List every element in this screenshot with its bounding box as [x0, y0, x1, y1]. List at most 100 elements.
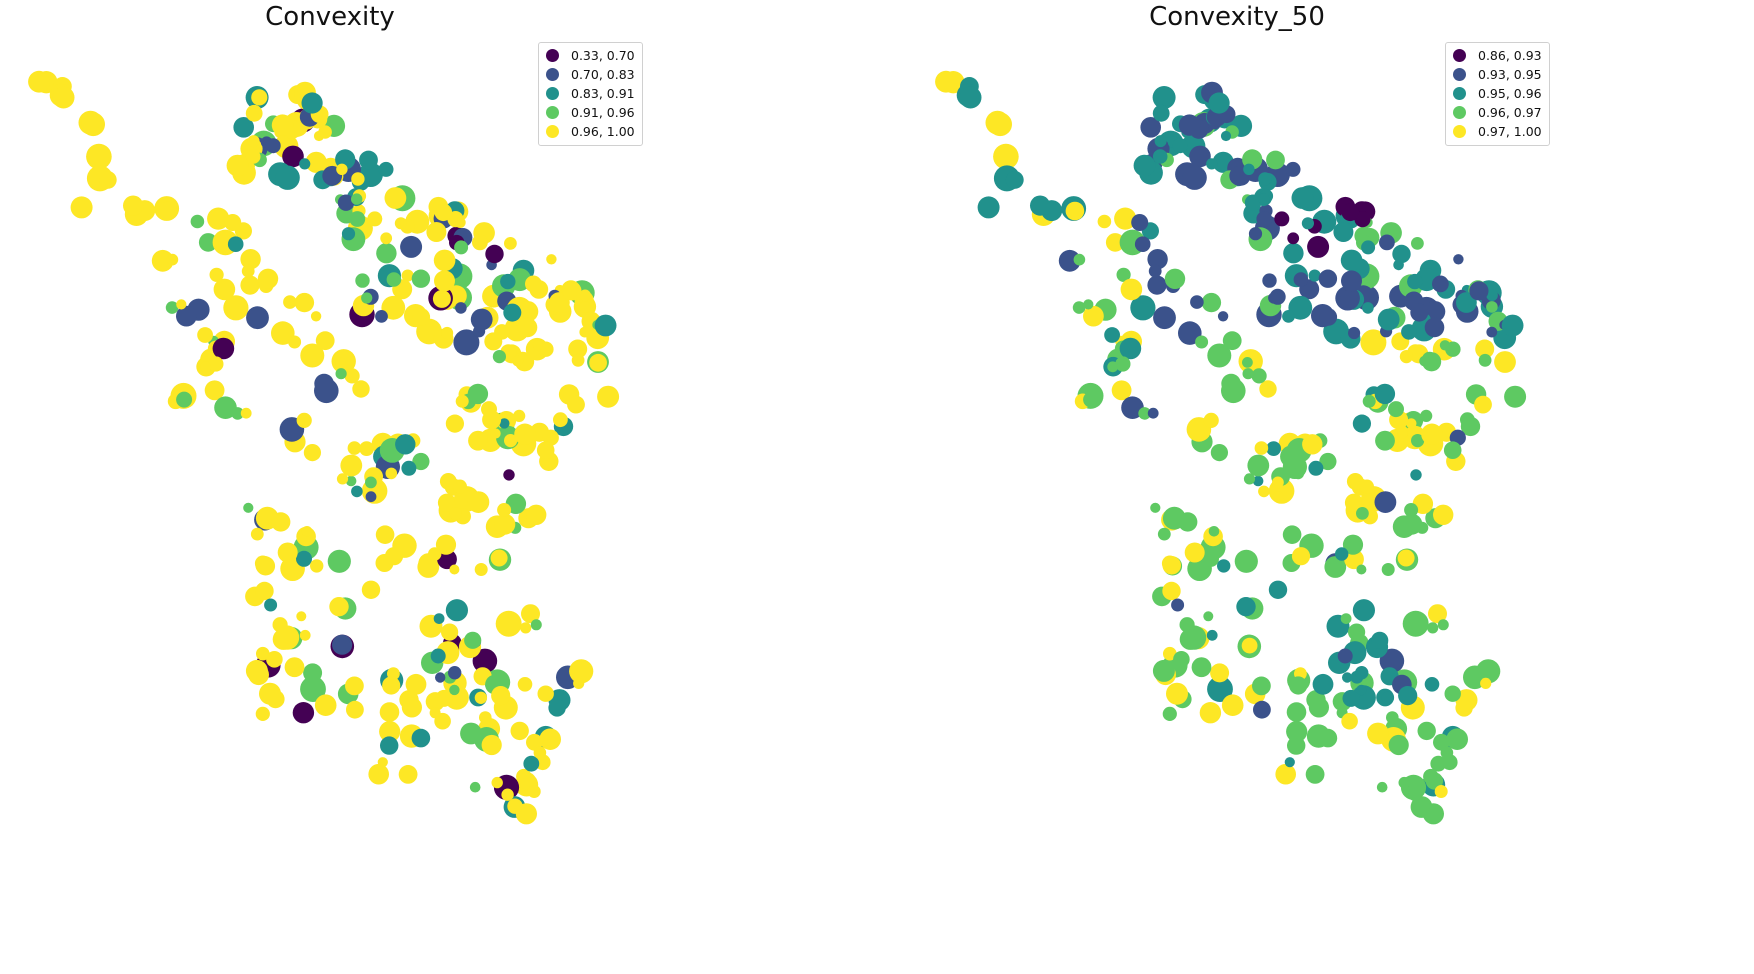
tessellation-cell [1251, 368, 1267, 384]
tessellation-cell [1360, 329, 1387, 356]
tessellation-cell [340, 454, 363, 477]
tessellation-cell [1356, 564, 1367, 575]
tessellation-cell [352, 380, 370, 398]
tessellation-cell [1207, 343, 1232, 368]
tessellation-cell [329, 597, 349, 617]
tessellation-cell [1243, 163, 1255, 175]
tessellation-cell [401, 269, 414, 282]
tessellation-cell [1342, 689, 1360, 707]
tessellation-cell [1282, 525, 1302, 544]
tessellation-cell [1410, 303, 1429, 322]
tessellation-cell [523, 755, 540, 772]
tessellation-cell [1486, 289, 1498, 302]
tessellation-cell [1119, 337, 1142, 360]
tessellation-cell [405, 673, 427, 695]
tessellation-cell [426, 222, 447, 242]
tessellation-cell [521, 604, 540, 624]
tessellation-cell [314, 378, 339, 404]
tessellation-cell [1254, 441, 1269, 455]
tessellation-cell [514, 423, 536, 445]
tessellation-cell [1283, 243, 1304, 264]
tessellation-cell [245, 659, 268, 682]
tessellation-cell [1439, 340, 1451, 351]
tessellation-cell [351, 193, 363, 205]
tessellation-cell [1248, 227, 1263, 241]
tessellation-cell [1392, 244, 1411, 264]
tessellation-cell [1397, 428, 1408, 439]
tessellation-cell [1268, 292, 1280, 304]
tessellation-cell [1247, 454, 1270, 477]
map-panel-convexity-50: Convexity_50 0.86, 0.93 0.93, 0.95 0.95,… [877, 0, 1754, 974]
legend-label: 0.33, 0.70 [571, 48, 635, 63]
tessellation-cell [526, 504, 547, 525]
tessellation-cell [1284, 757, 1295, 768]
tessellation-cell [379, 721, 401, 743]
tessellation-cell [1147, 275, 1167, 295]
tessellation-cell [548, 699, 566, 717]
tessellation-cell [1222, 331, 1242, 351]
tessellation-cell [255, 706, 270, 722]
tessellation-cell [1401, 513, 1423, 535]
tessellation-cell [499, 418, 510, 429]
tessellation-cell [1275, 763, 1296, 785]
tessellation-cell [485, 244, 504, 264]
tessellation-cell [1252, 475, 1264, 487]
tessellation-cell [1162, 556, 1181, 575]
tessellation-cell [255, 581, 274, 601]
tessellation-cell [1486, 326, 1498, 338]
tessellation-cell [1210, 444, 1228, 462]
tessellation-cell [1130, 295, 1156, 321]
tessellation-cell [1199, 702, 1222, 724]
tessellation-cell [532, 340, 544, 351]
tessellation-cell [197, 327, 214, 343]
tessellation-cell [176, 305, 197, 327]
tessellation-cell [349, 211, 366, 227]
legend-item: 0.86, 0.93 [1453, 46, 1542, 65]
tessellation-cell [1134, 236, 1151, 252]
tessellation-cell [1138, 407, 1151, 420]
tessellation-cell [1478, 353, 1492, 367]
tessellation-cell [282, 145, 304, 168]
tessellation-cell [204, 380, 225, 401]
tessellation-cell [1147, 407, 1159, 419]
tessellation-cell [501, 788, 514, 801]
tessellation-cell [313, 130, 325, 142]
tessellation-cell [1434, 785, 1448, 798]
tessellation-cell [428, 547, 442, 561]
tessellation-cell [1083, 299, 1094, 310]
tessellation-cell [378, 161, 394, 177]
tessellation-cell [1154, 135, 1167, 148]
tessellation-cell [240, 249, 261, 270]
tessellation-cell [1352, 599, 1375, 622]
legend-item: 0.95, 0.96 [1453, 84, 1542, 103]
tessellation-cell [1206, 158, 1218, 170]
tessellation-cell [401, 697, 422, 718]
tessellation-cell [376, 243, 397, 264]
tessellation-cell [365, 491, 377, 503]
tessellation-cell [123, 195, 144, 216]
tessellation-cell [445, 599, 468, 622]
tessellation-cell [1221, 694, 1244, 716]
tessellation-cell [1333, 222, 1354, 242]
tessellation-cell [190, 214, 205, 229]
tessellation-cell [1220, 130, 1232, 142]
tessellation-cell [1376, 781, 1388, 793]
tessellation-cell [1258, 485, 1270, 498]
tessellation-cell [1072, 301, 1086, 314]
legend-label: 0.91, 0.96 [571, 105, 635, 120]
tessellation-cell [1318, 728, 1338, 748]
tessellation-cell [1404, 503, 1419, 517]
map-title: Convexity [265, 2, 395, 32]
tessellation-cell [1420, 409, 1433, 422]
tessellation-cell [271, 512, 291, 532]
tessellation-cell [1285, 161, 1301, 177]
tessellation-cell [1083, 305, 1104, 327]
tessellation-cell [469, 781, 481, 793]
tessellation-cell [223, 295, 249, 321]
tessellation-cell [315, 331, 335, 351]
tessellation-cell [589, 353, 607, 372]
tessellation-cell [437, 493, 457, 512]
tessellation-cell [1207, 676, 1233, 702]
tessellation-cell [266, 651, 283, 668]
tessellation-cell [1427, 622, 1439, 634]
